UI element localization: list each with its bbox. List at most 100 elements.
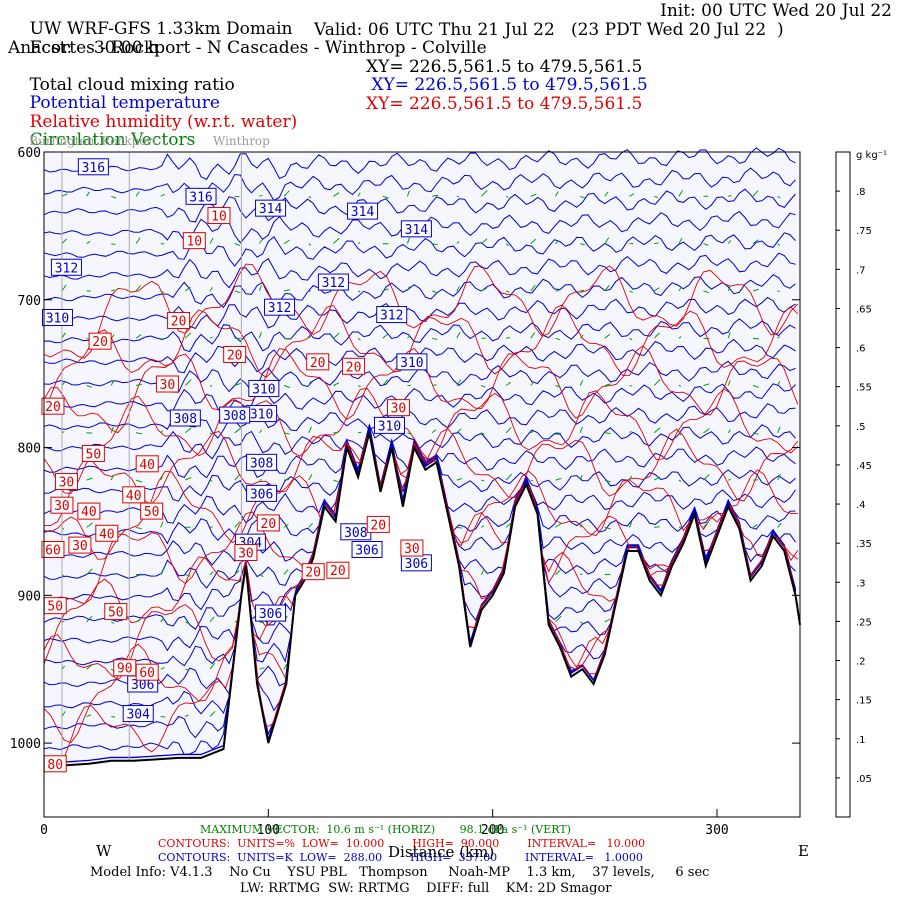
vector-arrow xyxy=(505,290,510,293)
vector-arrow xyxy=(357,242,361,245)
vector-arrow xyxy=(505,427,512,434)
vector-arrow xyxy=(654,195,659,199)
transect-name: Anacortes - Rockport - N Cascades - Wint… xyxy=(8,38,487,58)
vector-arrow xyxy=(703,521,710,528)
vector-arrow xyxy=(431,337,438,340)
vector-arrow xyxy=(777,195,781,199)
theta-label: 308 xyxy=(223,409,246,424)
vector-arrow xyxy=(752,385,759,388)
vector-arrow xyxy=(185,476,192,481)
vector-arrow xyxy=(160,521,164,528)
vector-arrow xyxy=(505,473,513,481)
location-label: Burlington xyxy=(29,134,94,148)
vector-arrow xyxy=(283,289,291,292)
vector-arrow xyxy=(259,574,264,578)
vector-arrow xyxy=(283,663,288,670)
vector-arrow xyxy=(629,430,632,434)
vector-arrow xyxy=(727,332,731,339)
theta-contour xyxy=(43,167,796,203)
theta-label: 310 xyxy=(378,419,401,434)
vector-arrow xyxy=(209,479,213,482)
rh-label: 20 xyxy=(346,360,362,375)
vector-arrow xyxy=(234,290,241,294)
rh-label-box xyxy=(167,311,191,329)
vector-arrow xyxy=(86,477,93,481)
rh-label: 20 xyxy=(310,356,326,371)
x-tick-label: 200 xyxy=(481,823,504,838)
vector-arrow xyxy=(432,194,439,197)
colorbar-tick-label: .45 xyxy=(856,461,872,472)
vector-arrow xyxy=(629,193,635,197)
colorbar-frame xyxy=(835,151,851,818)
vector-arrow xyxy=(111,716,116,718)
vector-arrow xyxy=(234,427,241,434)
theta-label-box xyxy=(248,379,280,397)
vector-arrow xyxy=(160,290,164,294)
vector-arrow xyxy=(530,238,537,244)
vector-arrow xyxy=(456,478,463,481)
theta-label: 310 xyxy=(400,356,423,371)
rh-contour-lines xyxy=(43,263,799,762)
rh-label: 20 xyxy=(305,566,321,581)
rh-line: Relative humidity (w.r.t. water) XY= 226… xyxy=(8,95,892,131)
rh-label: 20 xyxy=(92,335,108,350)
rh-label: 40 xyxy=(139,458,155,473)
vector-arrow xyxy=(727,380,731,386)
vector-arrow xyxy=(209,287,213,292)
rh-label: 20 xyxy=(171,314,187,329)
rh-label: 10 xyxy=(186,235,202,250)
vector-arrow xyxy=(752,524,758,528)
vector-arrow xyxy=(653,379,661,386)
rh-label: 30 xyxy=(54,499,70,514)
rh-label-box xyxy=(95,524,119,542)
vector-arrow xyxy=(86,191,90,197)
vector-arrow xyxy=(727,240,732,244)
vector-arrow xyxy=(382,288,389,292)
vector-arrow xyxy=(604,526,611,530)
vector-arrow xyxy=(604,618,611,623)
vector-arrow xyxy=(480,570,484,575)
vector-arrow xyxy=(604,479,611,483)
theta-label: 308 xyxy=(250,456,273,471)
vector-arrow xyxy=(727,429,731,434)
vector-arrow xyxy=(777,243,781,246)
header-line-2: Fcst: 30.00 h Valid: 06 UTC Thu 21 Jul 2… xyxy=(8,21,892,57)
vector-arrow xyxy=(283,479,290,481)
rh-label: 50 xyxy=(108,606,124,621)
vector-arrow xyxy=(777,381,781,386)
colorbar-tick-label: .25 xyxy=(856,617,872,628)
theta-label: 306 xyxy=(250,487,273,502)
vector-arrow xyxy=(308,380,312,386)
rh-label: 60 xyxy=(139,666,155,681)
vector-arrow xyxy=(703,473,710,481)
rh-label: 30 xyxy=(59,476,75,491)
rh-label-box xyxy=(50,496,74,514)
vector-arrow xyxy=(135,479,143,483)
vector-arrow xyxy=(406,285,411,292)
vector-arrow xyxy=(185,621,190,625)
vector-arrow xyxy=(678,190,684,197)
vector-arrow xyxy=(530,193,537,197)
vector-arrow xyxy=(580,573,583,576)
colorbar-tick-label: .6 xyxy=(856,344,866,355)
vector-arrow xyxy=(209,237,214,244)
vector-arrow xyxy=(111,195,117,199)
plot-frame xyxy=(43,151,801,818)
vector-arrow xyxy=(456,332,461,339)
vector-arrow xyxy=(111,243,116,246)
vector-arrow xyxy=(209,385,213,387)
vector-arrow xyxy=(752,239,759,245)
cloud-field-label: Total cloud mixing ratio xyxy=(29,74,235,95)
y-tick-label: 800 xyxy=(18,442,41,457)
theta-label-box xyxy=(376,306,408,324)
vector-arrow xyxy=(506,337,511,339)
theta-contour xyxy=(43,252,796,289)
vector-arrow xyxy=(456,526,463,529)
vector-arrow xyxy=(86,714,92,717)
theta-label: 306 xyxy=(355,544,378,559)
vector-arrow xyxy=(703,383,710,386)
rh-label-box xyxy=(155,375,179,393)
vector-arrow xyxy=(234,382,241,386)
vector-arrow xyxy=(357,337,361,341)
theta-label-box xyxy=(219,406,251,424)
